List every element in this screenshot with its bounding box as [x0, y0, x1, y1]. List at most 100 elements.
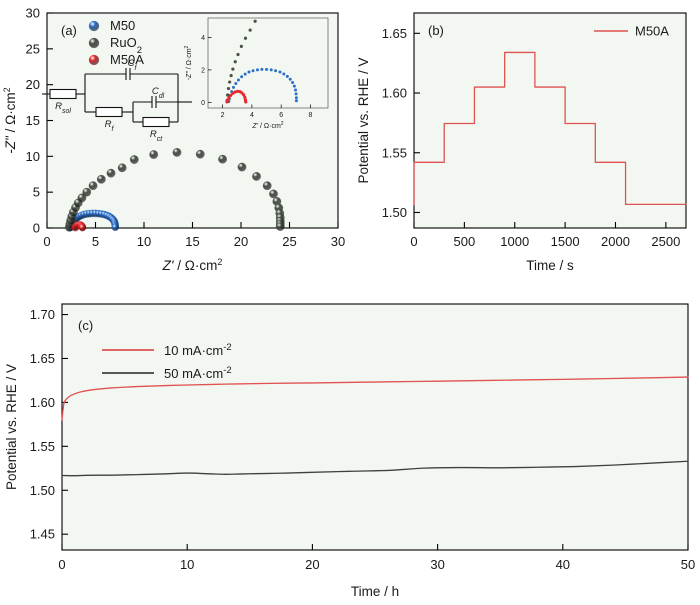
resistor-symbol [142, 116, 170, 128]
data-point [106, 168, 116, 178]
inset-y-tick-label: 0 [201, 100, 205, 107]
circuit-label: Rf [105, 119, 115, 133]
x-tick-label: 10 [137, 234, 151, 249]
inset-yaxis-title: -Z" / Ω·cm2 [184, 45, 193, 80]
x-tick-label: 2500 [651, 234, 680, 249]
inset-data-point [292, 84, 296, 88]
data-point [252, 172, 261, 181]
data-point [96, 174, 106, 184]
x-tick-label: 1000 [500, 234, 529, 249]
inset-data-point [228, 80, 232, 84]
inset-data-point [251, 69, 255, 73]
inset-data-point [240, 75, 244, 79]
inset-data-point [243, 95, 247, 100]
panel-c-legend: 10 mA·cm-2 50 mA·cm-2 [102, 342, 232, 382]
panel-b-svg: 0 500 1000 1500 2000 2500 1.50 1.55 1.60 1.65 Time… [356, 12, 687, 273]
inset-data-point [288, 77, 292, 81]
inset-data-point [235, 89, 240, 93]
panel-c-yaxis-title: Potential vs. RHE / V [4, 364, 19, 490]
x-tick-label: 30 [331, 234, 345, 249]
inset-data-point [260, 67, 264, 71]
data-point [269, 189, 278, 199]
inset-data-point [243, 72, 247, 76]
x-tick-label: 50 [681, 557, 695, 572]
inset-x-tick-label: 4 [250, 112, 254, 119]
legend-label: 50 mA·cm-2 [164, 365, 232, 382]
x-tick-label: 5 [92, 234, 99, 249]
inset-data-point [294, 88, 298, 92]
series-50 mA·cm-2 [61, 460, 689, 477]
circuit-label: Cdl [152, 86, 165, 100]
series-10 mA·cm-2 [61, 376, 689, 421]
circuit-label: Rsol [55, 101, 71, 115]
panel-b-xaxis-title: Time / s [526, 258, 574, 273]
y-tick-label: 1.60 [30, 395, 55, 410]
x-tick-label: 40 [556, 557, 570, 572]
y-tick-label: 1.55 [382, 145, 407, 160]
inset-data-point [227, 95, 231, 100]
x-tick-label: 1500 [551, 234, 580, 249]
y-tick-label: 10 [26, 149, 40, 164]
x-tick-label: 20 [305, 557, 319, 572]
x-tick-label: 0 [43, 234, 50, 249]
legend-label: M50 [110, 18, 135, 33]
x-tick-label: 2000 [601, 234, 630, 249]
inset-data-point [226, 86, 231, 91]
y-tick-label: 1.55 [30, 439, 55, 454]
panel-a-xaxis-title: Z' / Ω·cm2 [162, 257, 223, 273]
resistor-symbol [95, 106, 123, 118]
panel-a-inset: 2 4 6 8 0 2 4 Z' / Ω·cm2 -Z" / Ω·cm2 [184, 17, 329, 130]
data-point [149, 150, 159, 159]
y-tick-label: 1.60 [382, 86, 407, 101]
inset-data-point [248, 28, 252, 32]
series-M50A [71, 221, 87, 232]
equivalent-circuit-diagram: Rsol Cf Rf Cdl Rct [42, 58, 192, 143]
data-point [111, 223, 120, 232]
data-point [88, 181, 98, 191]
data-point [172, 148, 182, 157]
inset-data-point [229, 93, 233, 97]
inset-data-point [236, 78, 240, 82]
inset-data-point [247, 70, 251, 74]
inset-data-point [285, 74, 289, 78]
panel-c-tag: (c) [78, 318, 93, 333]
inset-data-point [294, 96, 298, 100]
panel-a-yaxis-title: -Z" / Ω·cm2 [2, 87, 18, 153]
data-point [77, 193, 87, 203]
data-point [262, 181, 272, 191]
inset-y-tick-label: 2 [201, 67, 205, 74]
x-tick-label: 0 [410, 234, 417, 249]
x-tick-label: 0 [58, 557, 65, 572]
y-tick-label: 0 [33, 221, 40, 236]
inset-data-point [265, 67, 269, 71]
y-tick-label: 1.50 [382, 205, 407, 220]
data-point [117, 163, 127, 173]
legend-label: RuO2 [110, 35, 142, 56]
data-point [78, 223, 87, 232]
y-tick-label: 1.50 [30, 483, 55, 498]
inset-frame [207, 17, 329, 109]
x-tick-label: 500 [454, 234, 476, 249]
inset-y-tick-label: 4 [201, 35, 205, 42]
legend-label: M50A [110, 52, 144, 67]
inset-data-point [294, 92, 298, 96]
panel-a-nyquist: 0 5 10 15 20 25 30 0 5 10 15 20 25 30 Z' / Ω·cm2 -Z" / … [0, 0, 350, 290]
inset-data-point [233, 60, 237, 64]
panel-c-plot-frame [61, 303, 689, 551]
legend-marker [88, 37, 100, 49]
resistor-symbol [49, 88, 77, 100]
panel-b-plot-frame [413, 12, 687, 229]
circuit-label: Cf [128, 58, 138, 72]
inset-data-point [255, 68, 259, 72]
x-tick-label: 20 [234, 234, 248, 249]
panel-b-yaxis-title: Potential vs. RHE / V [356, 57, 371, 183]
panel-a-tag: (a) [61, 23, 77, 38]
inset-data-point [239, 44, 243, 48]
y-tick-label: 15 [26, 113, 40, 128]
inset-x-tick-label: 6 [279, 112, 283, 119]
inset-x-tick-label: 2 [221, 112, 225, 119]
inset-data-point [242, 93, 246, 97]
